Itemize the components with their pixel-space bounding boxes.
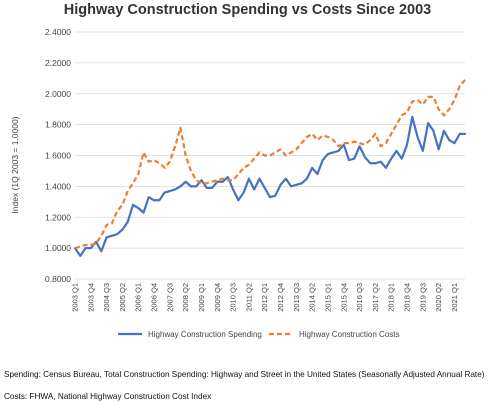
x-tick-label: 2019 Q3 xyxy=(418,283,427,312)
y-axis-title: Index (1Q 2003 = 1.0000) xyxy=(10,116,20,213)
source-note-spending: Spending: Census Bureau, Total Construct… xyxy=(4,370,485,379)
x-tick-label: 2015 Q1 xyxy=(323,283,332,312)
x-tick-label: 2015 Q4 xyxy=(339,283,348,312)
legend-label: Highway Construction Costs xyxy=(299,330,399,339)
x-tick-label: 2010 Q3 xyxy=(229,283,238,312)
y-tick-label: 1.0000 xyxy=(45,243,71,253)
y-axis-ticks: 0.8000 1.0000 1.2000 1.4000 1.6000 1.8000 2.00… xyxy=(45,27,71,284)
y-tick-label: 1.8000 xyxy=(45,120,71,130)
x-tick-label: 2012 Q4 xyxy=(276,283,285,312)
x-tick-label: 2009 Q4 xyxy=(213,283,222,312)
x-tick-label: 2014 Q2 xyxy=(308,283,317,312)
y-tick-label: 2.0000 xyxy=(45,89,71,99)
series-lines xyxy=(73,79,467,257)
x-tick-label: 2007 Q3 xyxy=(165,283,174,312)
x-tick-label: 2011 Q2 xyxy=(244,283,253,311)
x-tick-label: 2003 Q1 xyxy=(71,283,80,312)
source-note-costs: Costs: FHWA, National Highway Constructi… xyxy=(4,392,212,401)
x-tick-label: 2003 Q4 xyxy=(86,283,95,312)
x-tick-label: 2020 Q2 xyxy=(434,283,443,312)
series-line-costs xyxy=(74,79,466,250)
series-line-spending xyxy=(73,115,467,257)
y-tick-label: 0.8000 xyxy=(45,274,71,284)
x-tick-label: 2006 Q4 xyxy=(150,283,159,312)
y-tick-label: 1.4000 xyxy=(45,181,71,191)
legend: Highway Construction Spending Highway Con… xyxy=(118,330,399,339)
x-tick-label: 2005 Q2 xyxy=(118,283,127,312)
x-axis-ticks: 2003 Q1 2003 Q4 2004 Q3 2005 Q2 2006 Q1 2006 … xyxy=(71,283,459,312)
x-tick-label: 2008 Q2 xyxy=(181,283,190,312)
y-tick-label: 1.6000 xyxy=(45,151,71,161)
y-tick-label: 1.2000 xyxy=(45,212,71,222)
x-tick-label: 2012 Q1 xyxy=(260,283,269,312)
x-tick-label: 2017 Q2 xyxy=(371,283,380,312)
legend-label: Highway Construction Spending xyxy=(148,330,262,339)
chart-title: Highway Construction Spending vs Costs S… xyxy=(63,2,432,18)
y-tick-label: 2.4000 xyxy=(45,27,71,37)
x-tick-label: 2013 Q3 xyxy=(292,283,301,312)
x-tick-label: 2018 Q1 xyxy=(387,283,396,312)
x-tick-label: 2004 Q3 xyxy=(102,283,111,312)
y-tick-label: 2.2000 xyxy=(45,58,71,68)
x-tick-label: 2021 Q1 xyxy=(450,283,459,312)
x-tick-label: 2009 Q1 xyxy=(197,283,206,312)
x-tick-label: 2016 Q3 xyxy=(355,283,364,312)
x-tick-label: 2018 Q4 xyxy=(403,283,412,312)
x-tick-label: 2006 Q1 xyxy=(134,283,143,312)
